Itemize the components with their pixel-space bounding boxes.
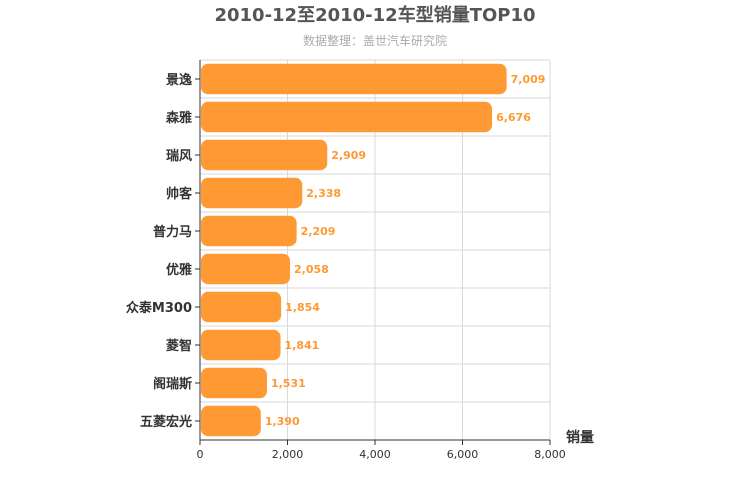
x-axis-title: 销量 — [566, 429, 594, 446]
x-tick-label: 6,000 — [447, 448, 479, 461]
category-label: 瑞风 — [166, 148, 192, 164]
bar — [201, 215, 297, 247]
data-label: 1,390 — [265, 415, 300, 428]
x-tick-label: 4,000 — [359, 448, 391, 461]
category-label: 帅客 — [166, 186, 193, 202]
bar — [201, 139, 328, 171]
chart-subtitle: 数据整理：盖世汽车研究院 — [303, 33, 447, 48]
data-label: 7,009 — [511, 73, 546, 86]
category-label: 菱智 — [166, 338, 192, 354]
data-label: 2,058 — [294, 263, 329, 276]
data-label: 2,338 — [306, 187, 341, 200]
bar — [201, 405, 261, 437]
data-label: 1,841 — [285, 339, 320, 352]
category-label: 众泰M300 — [126, 300, 192, 316]
data-label: 2,209 — [301, 225, 336, 238]
category-label: 森雅 — [166, 110, 192, 126]
bar — [201, 63, 507, 95]
data-label: 2,909 — [331, 149, 366, 162]
bar — [201, 291, 282, 323]
bar — [201, 101, 493, 133]
category-label: 景逸 — [166, 72, 192, 88]
data-label: 6,676 — [496, 111, 531, 124]
x-tick-label: 8,000 — [534, 448, 566, 461]
plot-area: 0 2,000 4,000 6,000 8,000 景逸 7,009 森雅 6,676 瑞风 2,9… — [126, 59, 566, 461]
bar — [201, 177, 303, 209]
chart-title: 2010-12至2010-12车型销量TOP10 — [214, 4, 535, 26]
bar — [201, 253, 291, 285]
category-label: 阁瑞斯 — [153, 376, 192, 392]
data-label: 1,854 — [285, 301, 320, 314]
x-tick-label: 2,000 — [272, 448, 304, 461]
data-label: 1,531 — [271, 377, 306, 390]
bar — [201, 367, 267, 399]
x-tick-label: 0 — [197, 448, 204, 461]
bar — [201, 329, 281, 361]
category-label: 五菱宏光 — [140, 414, 192, 430]
category-label: 普力马 — [153, 224, 192, 240]
category-label: 优雅 — [166, 262, 192, 278]
